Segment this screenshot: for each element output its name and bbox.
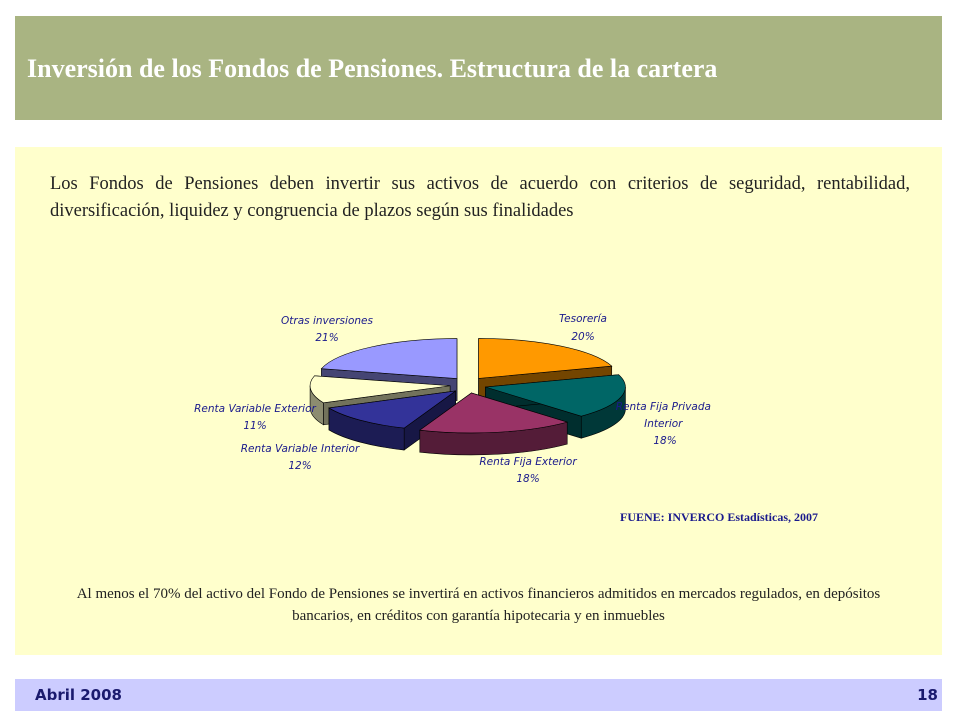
pie-slices [309, 338, 626, 456]
footer-bar: Abril 2008 18 [15, 679, 942, 711]
slice-label-rfe: Renta Fija Exterior [479, 456, 577, 468]
slice-value-rvi: 12% [288, 460, 311, 472]
title-bar: Inversión de los Fondos de Pensiones. Es… [15, 16, 942, 120]
footer-date: Abril 2008 [35, 686, 122, 704]
pie-labels: Tesorería 20% Renta Fija Privada Interio… [194, 313, 715, 485]
slice-value-rfe: 18% [516, 473, 539, 485]
slice-label-rvi: Renta Variable Interior [241, 443, 360, 455]
slice-value-otras: 21% [315, 332, 338, 344]
slice-value-rve: 11% [243, 420, 266, 432]
pie-slice [419, 392, 569, 456]
slide-title: Inversión de los Fondos de Pensiones. Es… [27, 54, 718, 83]
slice-label-rve: Renta Variable Exterior [194, 403, 316, 415]
slice-label-tesoreria: Tesorería [559, 313, 607, 325]
footnote-paragraph: Al menos el 70% del activo del Fondo de … [76, 586, 881, 624]
slice-label-otras: Otras inversiones [281, 315, 373, 327]
content-panel: Los Fondos de Pensiones deben invertir s… [15, 147, 942, 655]
slice-value-tesoreria: 20% [571, 331, 594, 343]
page-number: 18 [917, 686, 938, 704]
slice-value-rfpi: 18% [653, 435, 676, 447]
intro-paragraph: Los Fondos de Pensiones deben invertir s… [50, 174, 910, 221]
slice-label-rfpi: Renta Fija Privada Interior 18% [616, 401, 715, 447]
source-note: FUENE: INVERCO Estadísticas, 2007 [620, 510, 819, 524]
pie-slice [328, 390, 456, 451]
